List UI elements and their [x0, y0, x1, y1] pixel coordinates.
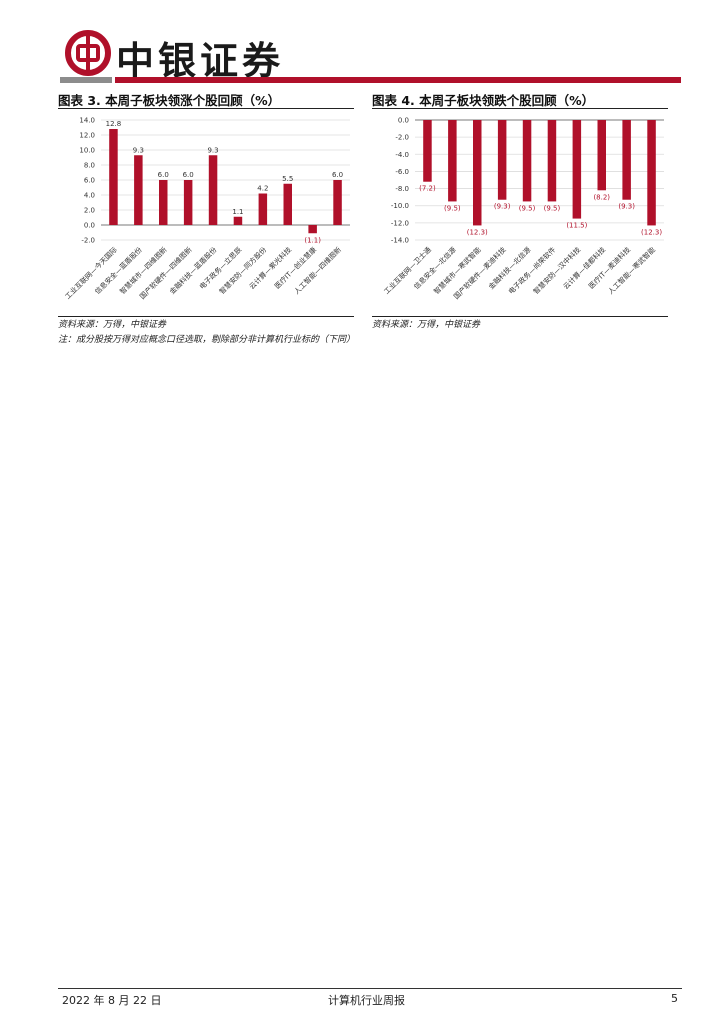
bank-of-china-logo-icon [65, 30, 111, 76]
fig4-bar [597, 120, 606, 191]
figure-4-source: 资料来源：万得，中银证券 [372, 320, 481, 330]
fig4-y-tick-label: -10.0 [391, 202, 409, 210]
fig3-bar [159, 180, 168, 225]
fig4-category-label: 信息安全—北信源 [412, 245, 458, 291]
fig4-bar [423, 120, 432, 182]
fig4-y-tick-label: -4.0 [395, 151, 409, 159]
fig3-bar [333, 180, 342, 225]
fig4-category-label: 金融科技—北信源 [487, 245, 533, 291]
fig4-bar [522, 120, 532, 202]
figure-3-note: 注：成分股按万得对应概念口径选取，剔除部分非计算机行业标的（下同） [58, 335, 356, 345]
fig3-y-tick-label: 10.0 [79, 147, 95, 155]
fig3-bar [134, 155, 143, 225]
fig4-y-tick-label: 0.0 [398, 117, 409, 125]
figure-3-title: 图表 3. 本周子板块领涨个股回顾（%） [58, 93, 281, 108]
report-header: 中银证券 [60, 28, 681, 84]
fig3-y-tick-label: 2.0 [84, 207, 95, 215]
fig3-bar [183, 180, 193, 225]
fig4-category-label: 云计算—佳都科技 [561, 245, 607, 291]
figure-3-source: 资料来源：万得，中银证券 [58, 320, 167, 330]
fig4-bar [647, 120, 656, 226]
fig3-bar [208, 155, 218, 225]
footer-report-name: 计算机行业周报 [328, 994, 405, 1007]
header-rule-red [115, 77, 681, 83]
fig4-category-label: 电子政务—尚荣软件 [506, 245, 557, 296]
fig4-data-label: (9.5) [519, 204, 536, 212]
fig3-data-label: 5.5 [282, 175, 293, 183]
fig4-data-label: (8.2) [593, 193, 610, 201]
fig3-y-tick-label: 6.0 [84, 177, 95, 185]
fig4-data-label: (12.3) [467, 228, 488, 236]
fig4-category-label: 智慧城市—寒武智能 [432, 245, 483, 296]
fig4-y-tick-label: -2.0 [395, 134, 409, 142]
fig3-y-tick-label: 14.0 [79, 117, 95, 125]
fig4-y-tick-label: -6.0 [395, 168, 409, 176]
fig4-data-label: (9.3) [494, 203, 511, 211]
fig4-data-label: (9.5) [544, 204, 561, 212]
fig3-bar [308, 225, 317, 234]
fig4-y-tick-label: -8.0 [395, 185, 409, 193]
fig4-bar [572, 120, 582, 219]
fig3-data-label: 9.3 [207, 146, 218, 154]
fig3-data-label: (1.1) [304, 236, 321, 244]
header-rule-gray [60, 77, 112, 83]
fig3-data-label: 4.2 [257, 185, 268, 193]
fig3-bar [109, 129, 118, 225]
fig3-data-label: 6.0 [332, 171, 343, 179]
figure-4-source-rule [372, 316, 668, 317]
fig3-data-label: 12.8 [106, 120, 122, 128]
fig3-category-label: 云计算—紫光科技 [247, 245, 293, 291]
fig3-y-tick-label: -2.0 [81, 237, 95, 245]
fig4-data-label: (9.3) [618, 203, 635, 211]
fig4-data-label: (7.2) [419, 185, 436, 193]
fig4-category-label: 智慧安防—汉中科技 [531, 245, 582, 296]
page-number: 5 [671, 992, 678, 1005]
fig4-category-label: 医疗IT—麦迪科技 [587, 245, 632, 290]
figure-4-chart: 0.0 -2.0 -4.0 -6.0 -8.0 -10.0 -12.0 -14.0 (7.2) 工… [369, 110, 669, 315]
fig3-category-label: 信息安全—蓝盾股份 [93, 245, 144, 296]
fig3-category-label: 金融科技—蓝盾股份 [168, 245, 219, 296]
fig3-category-label: 电子政务—立思辰 [197, 245, 243, 291]
fig3-data-label: 6.0 [183, 171, 194, 179]
fig3-category-label: 医疗IT—创业慧康 [273, 245, 318, 290]
brand-name: 中银证券 [116, 38, 285, 83]
fig3-category-label: 人工智能—四维图新 [292, 245, 343, 296]
fig3-category-label: 智慧城市—四维图新 [118, 245, 169, 296]
fig3-bar [233, 216, 243, 225]
fig4-data-label: (12.3) [641, 228, 662, 236]
fig4-data-label: (11.5) [566, 222, 587, 230]
fig4-y-tick-label: -14.0 [391, 237, 409, 245]
fig4-bar [547, 120, 557, 202]
fig4-bar [497, 120, 507, 200]
fig3-data-label: 9.3 [133, 146, 144, 154]
figure-3-title-rule [58, 108, 354, 109]
footer-rule [58, 988, 682, 989]
fig4-y-tick-label: -12.0 [391, 219, 409, 227]
figure-4-title-rule [372, 108, 668, 109]
fig4-bar [448, 120, 457, 202]
figure-3-chart: 14.0 12.0 10.0 8.0 6.0 4.0 2.0 0.0 -2.0 12.8 工业互联网… [55, 110, 355, 315]
fig3-y-tick-label: 4.0 [84, 192, 95, 200]
fig4-category-label: 人工智能—寒武智能 [606, 245, 657, 296]
footer-date: 2022 年 8 月 22 日 [62, 994, 162, 1007]
fig3-data-label: 6.0 [158, 171, 169, 179]
fig4-data-label: (9.5) [444, 204, 461, 212]
fig3-y-tick-label: 8.0 [84, 162, 95, 170]
fig3-y-tick-label: 12.0 [79, 132, 95, 140]
fig3-y-tick-label: 0.0 [84, 222, 95, 230]
fig4-bar [622, 120, 631, 200]
figure-3-source-rule [58, 316, 354, 317]
fig4-category-label: 工业互联网—卫士通 [382, 245, 433, 296]
fig3-category-label: 智慧安防—同方股份 [217, 245, 268, 296]
fig3-data-label: 1.1 [232, 208, 243, 216]
fig4-bar [473, 120, 482, 226]
fig3-bar [283, 183, 292, 225]
fig3-bar [258, 193, 268, 225]
figure-4-title: 图表 4. 本周子板块领跌个股回顾（%） [372, 93, 595, 108]
